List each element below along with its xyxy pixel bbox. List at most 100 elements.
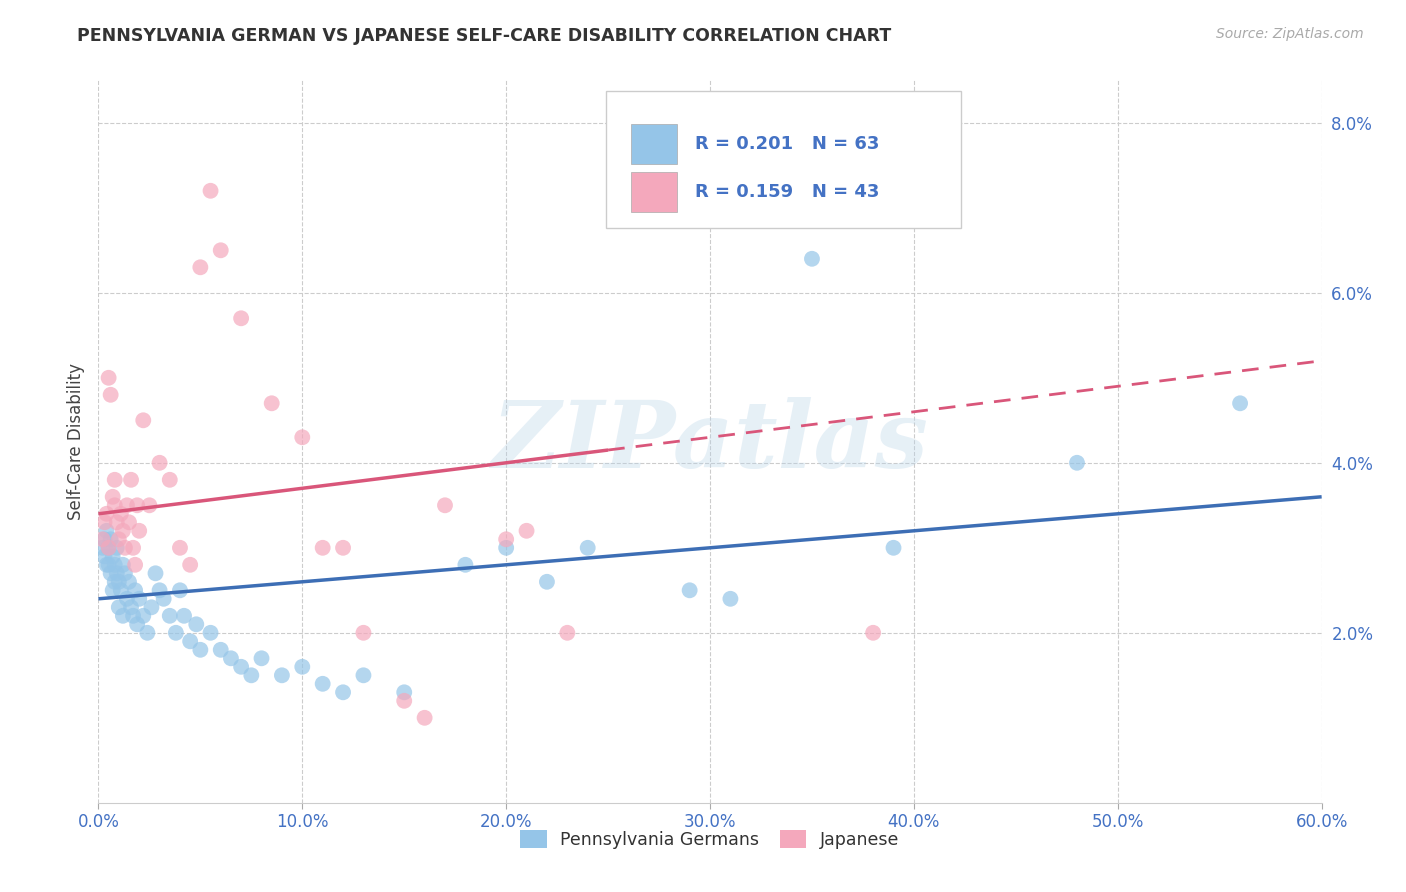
Point bbox=[96, 524, 118, 538]
Point bbox=[97, 541, 120, 555]
Point bbox=[231, 311, 253, 326]
Point bbox=[111, 608, 134, 623]
Point bbox=[392, 685, 416, 699]
Point bbox=[104, 498, 127, 512]
Point bbox=[132, 413, 155, 427]
Point bbox=[209, 642, 232, 657]
Point bbox=[141, 600, 163, 615]
Point bbox=[291, 430, 314, 444]
Point bbox=[332, 685, 354, 699]
Point bbox=[104, 574, 127, 589]
Point bbox=[169, 541, 191, 555]
Point bbox=[115, 498, 138, 512]
Point bbox=[219, 651, 242, 665]
Point bbox=[101, 583, 124, 598]
Point bbox=[145, 566, 167, 581]
Point bbox=[179, 558, 201, 572]
FancyBboxPatch shape bbox=[606, 91, 960, 228]
Text: ZIPatlas: ZIPatlas bbox=[492, 397, 928, 486]
Text: Source: ZipAtlas.com: Source: ZipAtlas.com bbox=[1216, 27, 1364, 41]
Point bbox=[124, 558, 146, 572]
Point bbox=[179, 634, 201, 648]
Point bbox=[149, 583, 172, 598]
Point bbox=[110, 507, 132, 521]
Point bbox=[108, 600, 131, 615]
Point bbox=[312, 677, 335, 691]
Point bbox=[536, 574, 558, 589]
Point bbox=[101, 490, 124, 504]
Point bbox=[100, 566, 122, 581]
Text: R = 0.201   N = 63: R = 0.201 N = 63 bbox=[696, 136, 880, 153]
Point bbox=[883, 541, 905, 555]
Point bbox=[108, 574, 131, 589]
Point bbox=[801, 252, 824, 266]
Point bbox=[165, 625, 187, 640]
Point bbox=[495, 533, 517, 547]
Point bbox=[1066, 456, 1088, 470]
Point bbox=[120, 600, 142, 615]
Point bbox=[392, 694, 416, 708]
Point bbox=[516, 524, 538, 538]
Point bbox=[352, 668, 374, 682]
Point bbox=[152, 591, 174, 606]
Point bbox=[127, 617, 149, 632]
Point bbox=[173, 608, 195, 623]
Point bbox=[104, 558, 127, 572]
Point bbox=[111, 524, 134, 538]
Point bbox=[127, 498, 149, 512]
Point bbox=[434, 498, 457, 512]
Point bbox=[91, 541, 114, 555]
Point bbox=[495, 541, 517, 555]
Point bbox=[93, 549, 115, 564]
Point bbox=[108, 533, 131, 547]
Point bbox=[118, 574, 141, 589]
Point bbox=[250, 651, 273, 665]
Point bbox=[122, 541, 145, 555]
Point bbox=[93, 533, 115, 547]
Legend: Pennsylvania Germans, Japanese: Pennsylvania Germans, Japanese bbox=[513, 823, 907, 855]
Point bbox=[96, 507, 118, 521]
Y-axis label: Self-Care Disability: Self-Care Disability bbox=[66, 363, 84, 520]
Point bbox=[136, 625, 159, 640]
Point bbox=[454, 558, 477, 572]
Point bbox=[679, 583, 702, 598]
Point bbox=[291, 660, 314, 674]
Point bbox=[96, 558, 118, 572]
Point bbox=[93, 516, 115, 530]
Point bbox=[240, 668, 263, 682]
Point bbox=[862, 625, 884, 640]
Point bbox=[97, 558, 120, 572]
Point bbox=[332, 541, 354, 555]
Point bbox=[105, 541, 128, 555]
Point bbox=[186, 617, 208, 632]
Text: PENNSYLVANIA GERMAN VS JAPANESE SELF-CARE DISABILITY CORRELATION CHART: PENNSYLVANIA GERMAN VS JAPANESE SELF-CAR… bbox=[77, 27, 891, 45]
Point bbox=[105, 516, 128, 530]
Point bbox=[97, 371, 120, 385]
Point bbox=[138, 498, 160, 512]
Point bbox=[101, 549, 124, 564]
Point bbox=[91, 533, 114, 547]
Point bbox=[200, 184, 222, 198]
Point bbox=[200, 625, 222, 640]
Text: R = 0.159   N = 43: R = 0.159 N = 43 bbox=[696, 183, 880, 202]
FancyBboxPatch shape bbox=[630, 172, 678, 212]
Point bbox=[260, 396, 283, 410]
Point bbox=[555, 625, 579, 640]
Point bbox=[188, 642, 212, 657]
Point bbox=[104, 473, 127, 487]
Point bbox=[159, 608, 181, 623]
Point bbox=[352, 625, 374, 640]
Point bbox=[118, 516, 141, 530]
Point bbox=[231, 660, 253, 674]
Point bbox=[114, 541, 136, 555]
Point bbox=[97, 541, 120, 555]
Point bbox=[132, 608, 155, 623]
FancyBboxPatch shape bbox=[630, 124, 678, 164]
Point bbox=[115, 591, 138, 606]
Point bbox=[100, 388, 122, 402]
Point bbox=[270, 668, 294, 682]
Point bbox=[576, 541, 599, 555]
Point bbox=[122, 608, 145, 623]
Point bbox=[1229, 396, 1251, 410]
Point bbox=[111, 558, 134, 572]
